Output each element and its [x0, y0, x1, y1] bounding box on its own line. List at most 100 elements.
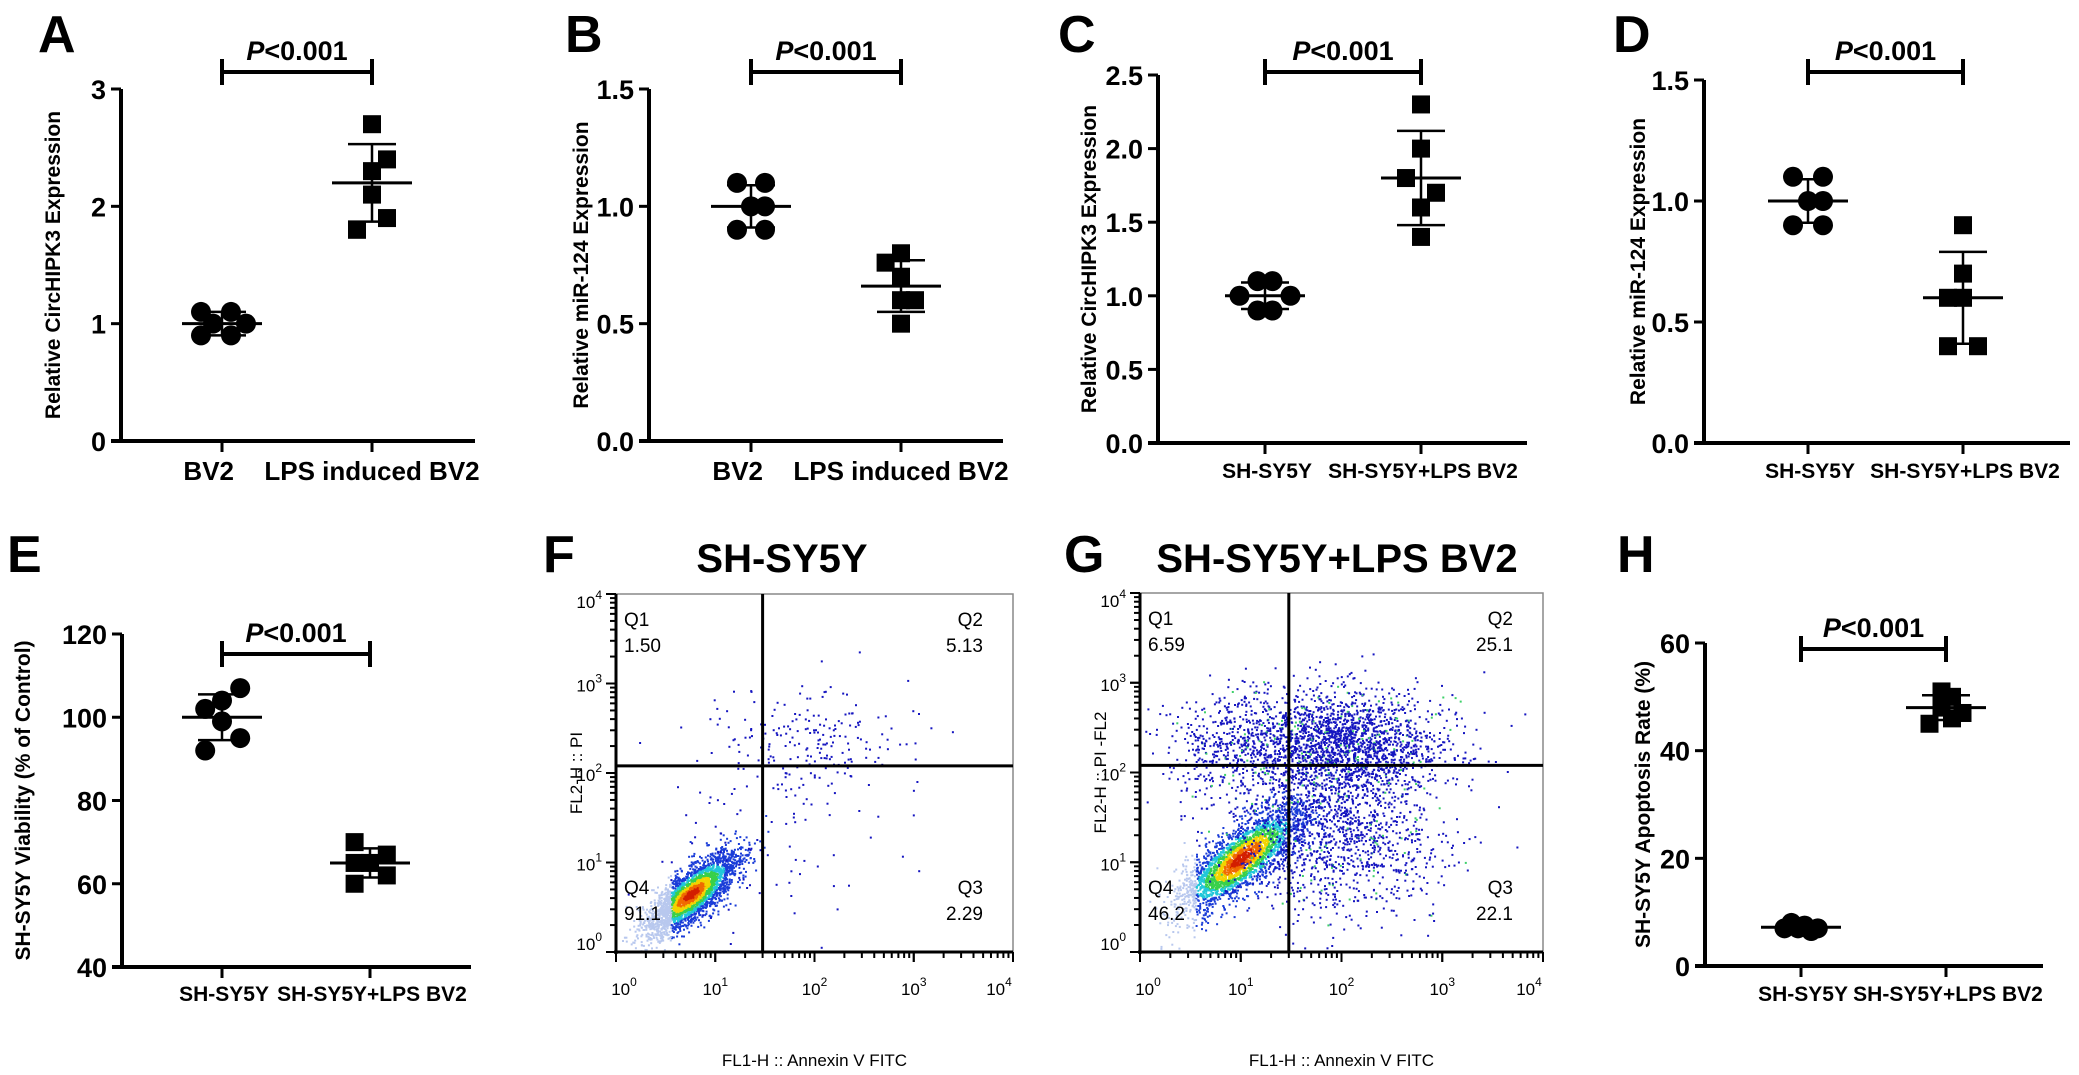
event-dot	[768, 743, 771, 746]
event-dot	[1243, 861, 1246, 864]
event-dot	[652, 918, 655, 921]
event-dot	[1193, 890, 1196, 892]
event-dot	[741, 854, 744, 857]
event-dot	[732, 739, 735, 742]
event-dot	[830, 782, 833, 785]
event-dot	[691, 910, 694, 913]
event-dot	[654, 933, 657, 936]
event-dot	[1263, 850, 1266, 853]
event-dot	[637, 937, 639, 940]
event-dot	[719, 887, 722, 890]
event-dot	[709, 874, 712, 876]
event-dot	[1237, 849, 1240, 852]
event-dot	[649, 937, 652, 939]
event-dot	[722, 882, 724, 885]
event-dot	[689, 921, 692, 924]
event-dot	[634, 947, 637, 950]
event-dot	[698, 875, 700, 878]
event-dot	[1196, 911, 1199, 913]
event-dot	[1234, 850, 1237, 853]
event-dot	[1230, 868, 1233, 871]
event-dot	[683, 935, 685, 938]
data-point	[1412, 198, 1430, 217]
event-dot	[665, 894, 668, 897]
event-dot	[781, 783, 783, 786]
event-dot	[867, 784, 870, 786]
event-dot	[728, 856, 731, 859]
event-dot	[731, 853, 734, 855]
data-point	[345, 833, 364, 852]
event-dot	[1194, 869, 1196, 872]
event-dot	[678, 900, 681, 902]
event-dot	[669, 893, 672, 896]
data-point	[1783, 166, 1803, 187]
event-dot	[1219, 853, 1222, 856]
event-dot	[677, 918, 680, 921]
event-dot	[646, 908, 648, 911]
event-dot	[625, 905, 628, 908]
event-dot	[691, 855, 694, 858]
event-dot	[1215, 845, 1218, 848]
event-dot	[1298, 842, 1301, 845]
event-dot	[890, 727, 893, 730]
event-dot	[723, 888, 726, 891]
event-dot	[716, 723, 719, 726]
event-dot	[818, 776, 821, 779]
event-dot	[678, 897, 680, 900]
event-dot	[719, 878, 722, 881]
event-dot	[633, 920, 636, 922]
event-dot	[912, 789, 915, 792]
event-dot	[722, 870, 725, 873]
event-dot	[693, 855, 695, 858]
event-dot	[1223, 853, 1226, 856]
event-dot	[1199, 902, 1202, 905]
event-dot	[769, 755, 772, 758]
event-dot	[678, 925, 681, 928]
event-dot	[683, 915, 686, 918]
event-dot	[722, 869, 724, 872]
event-dot	[718, 876, 721, 879]
data-point	[1783, 215, 1803, 236]
event-dot	[716, 799, 719, 802]
event-dot	[659, 920, 662, 923]
event-dot	[668, 922, 671, 925]
event-dot	[741, 846, 744, 849]
event-dot	[642, 923, 645, 926]
event-dot	[784, 745, 787, 747]
event-dot	[672, 936, 675, 939]
event-dot	[739, 860, 741, 863]
event-dot	[704, 914, 707, 917]
event-dot	[672, 908, 675, 911]
event-dot	[1195, 925, 1198, 927]
event-dot	[951, 731, 954, 734]
event-dot	[684, 911, 687, 914]
event-dot	[820, 660, 823, 663]
event-dot	[718, 867, 721, 870]
quadrant-label: Q2	[958, 610, 983, 631]
event-dot	[1277, 853, 1280, 855]
event-dot	[704, 877, 707, 880]
event-dot	[734, 830, 737, 833]
event-dot	[695, 875, 698, 878]
event-dot	[1251, 868, 1254, 870]
event-dot	[1229, 835, 1232, 838]
event-dot	[881, 733, 884, 736]
event-dot	[659, 911, 662, 914]
event-dot	[663, 925, 666, 928]
event-dot	[716, 859, 719, 862]
event-dot	[1223, 871, 1226, 874]
event-dot	[672, 899, 675, 902]
event-dot	[1239, 833, 1242, 835]
event-dot	[801, 685, 804, 688]
event-dot	[1306, 828, 1309, 831]
event-dot	[1240, 854, 1242, 857]
data-point	[221, 325, 241, 346]
event-dot	[694, 893, 696, 896]
event-dot	[796, 756, 799, 759]
event-dot	[660, 907, 663, 910]
event-dot	[668, 937, 671, 940]
event-dot	[676, 882, 679, 885]
event-dot	[717, 868, 720, 871]
event-dot	[1227, 882, 1229, 885]
